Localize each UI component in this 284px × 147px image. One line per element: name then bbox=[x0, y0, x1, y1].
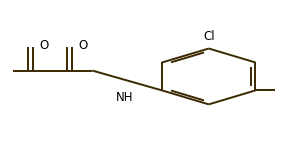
Text: O: O bbox=[79, 39, 88, 52]
Text: O: O bbox=[39, 39, 48, 52]
Text: NH: NH bbox=[116, 91, 133, 104]
Text: Cl: Cl bbox=[203, 30, 214, 43]
